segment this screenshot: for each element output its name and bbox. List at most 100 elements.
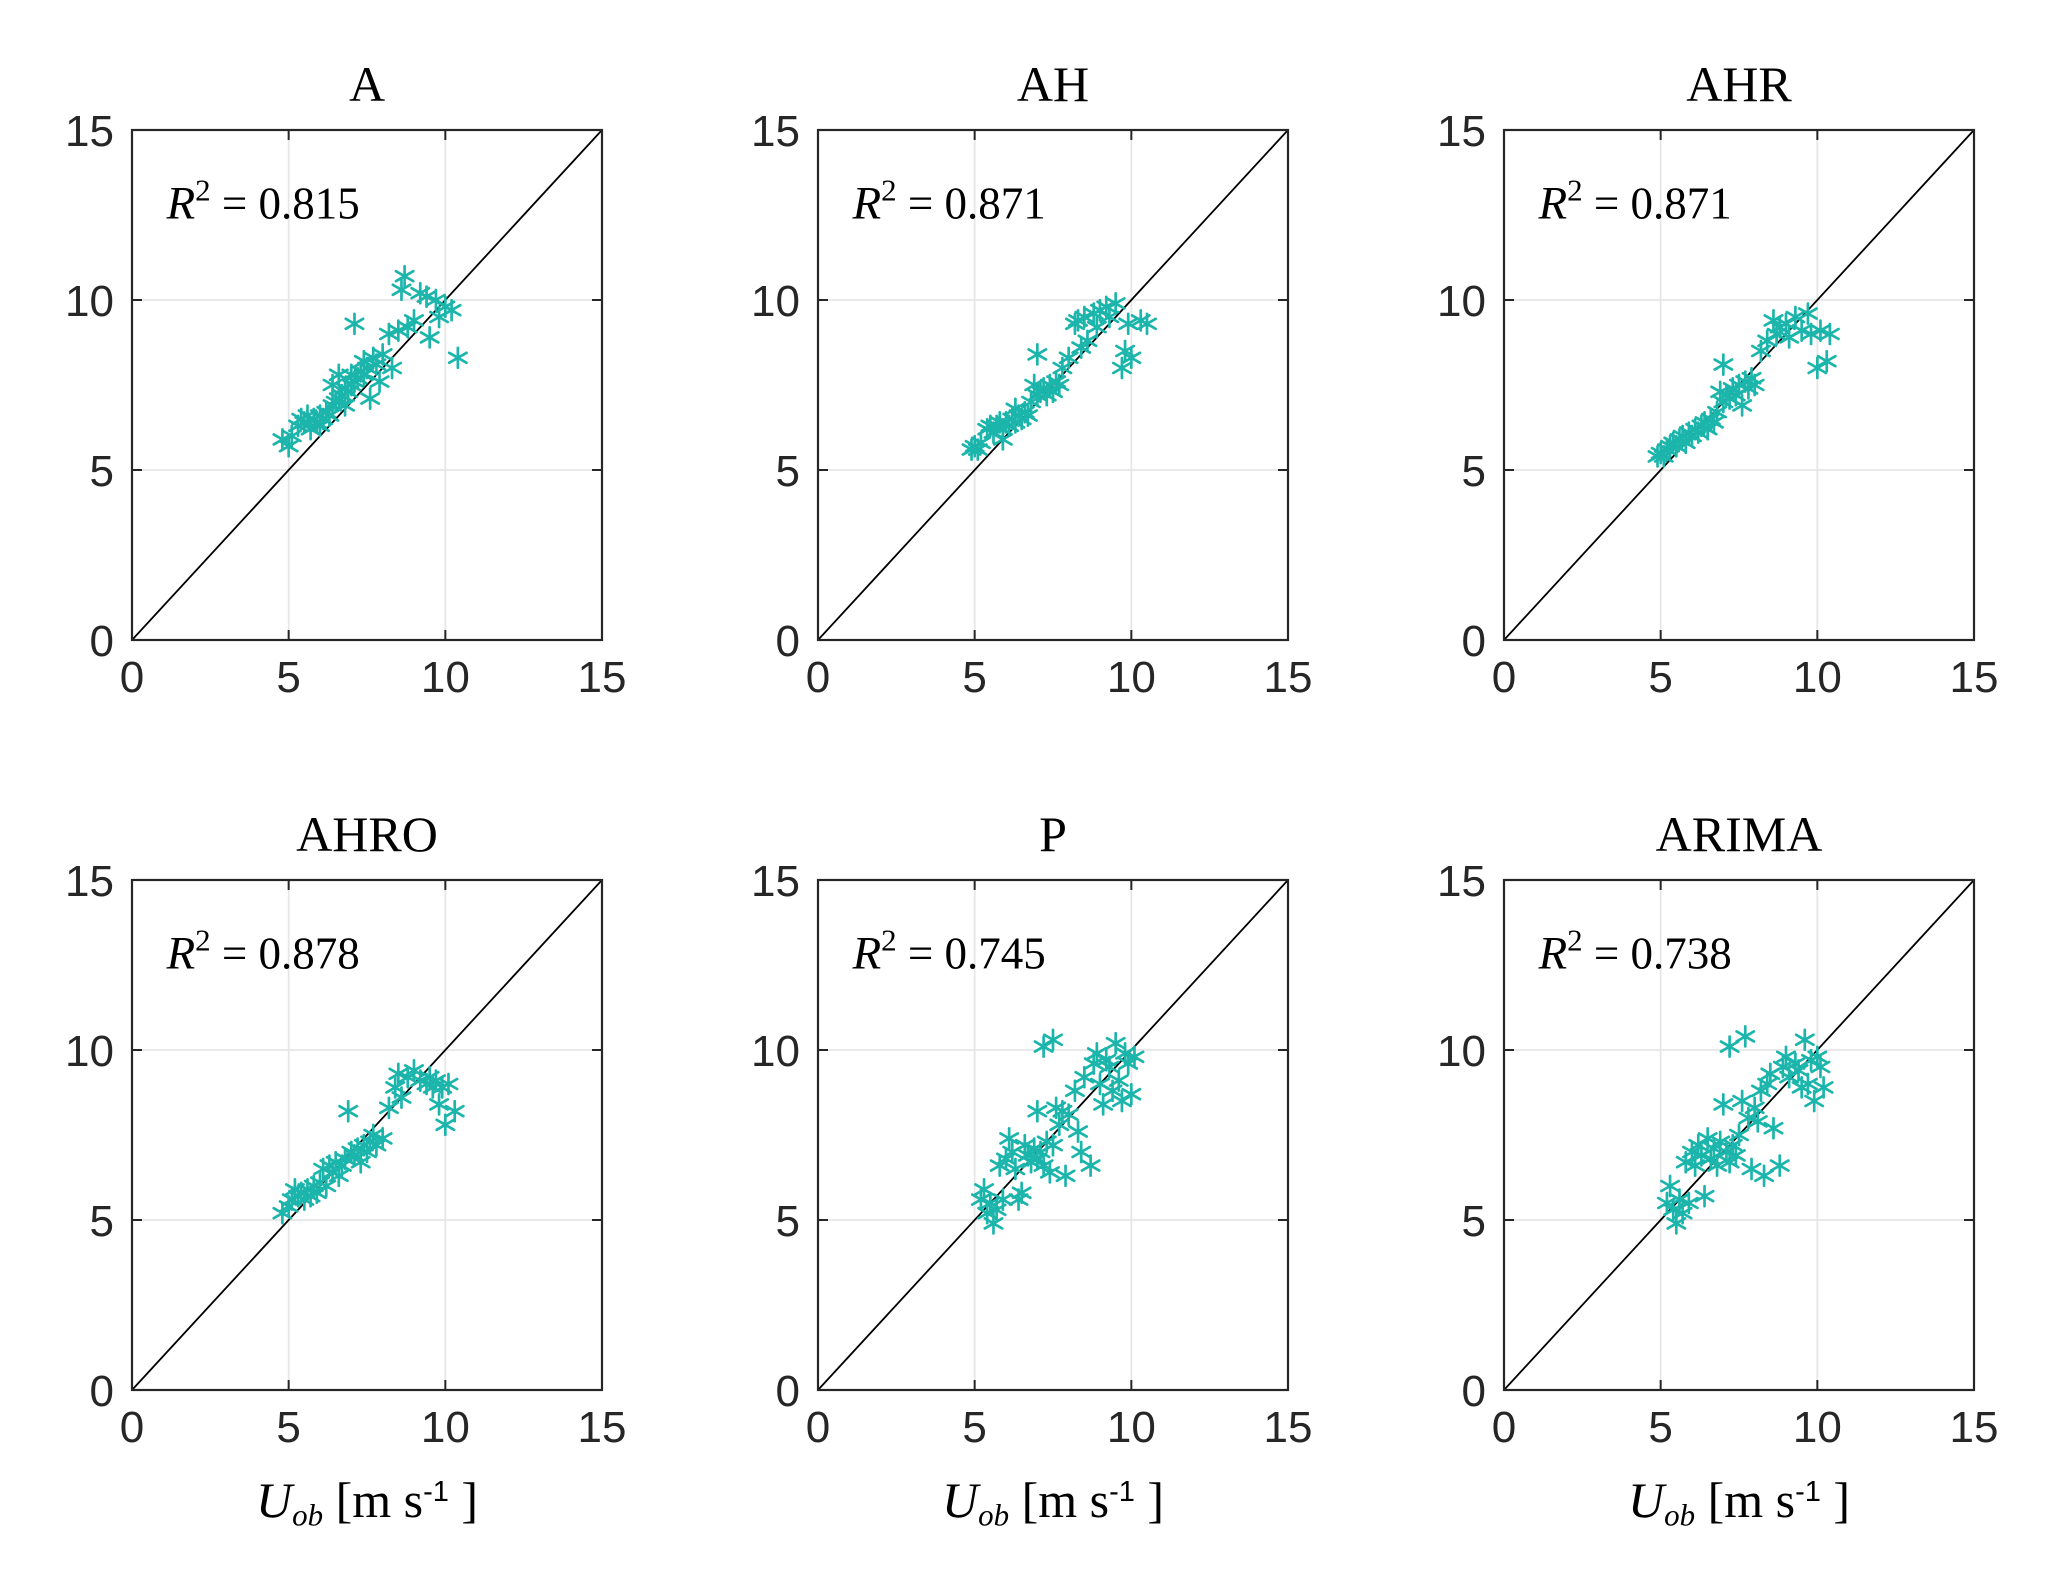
x-axis-subscript: ob	[978, 1497, 1010, 1533]
grid-lines	[132, 129, 602, 640]
axes-box	[816, 128, 1290, 642]
x-axis-subscript: ob	[292, 1497, 324, 1533]
tick-marks	[131, 128, 603, 641]
svg-text:10: 10	[751, 277, 800, 326]
svg-text:15: 15	[65, 865, 114, 906]
scatter-markers	[1647, 302, 1840, 468]
svg-text:15: 15	[1950, 653, 1999, 702]
svg-text:15: 15	[1437, 865, 1486, 906]
svg-text:10: 10	[751, 1027, 800, 1076]
x-axis-unit-close: ]	[1820, 1471, 1851, 1528]
x-axis-subscript: ob	[1664, 1497, 1696, 1533]
scatter-plot-ah: 0 5 10 15 0 5 10 15 R2 = 0.871	[751, 115, 1313, 702]
svg-text:10: 10	[1437, 277, 1486, 326]
svg-text:5: 5	[776, 447, 800, 496]
x-tick-labels: 0 5 10 15	[1492, 653, 1999, 702]
y-tick-labels: 0 5 10 15	[65, 115, 114, 666]
panel-title: A	[348, 55, 386, 112]
svg-text:0: 0	[1492, 653, 1516, 702]
scatter-markers	[1656, 1024, 1834, 1235]
svg-text:0: 0	[120, 653, 144, 702]
svg-text:0: 0	[776, 617, 800, 666]
y-tick-labels: 0 5 10 15	[1437, 115, 1486, 666]
svg-text:0: 0	[1462, 617, 1486, 666]
y-tick-labels: 0 5 10 15	[1437, 865, 1486, 1416]
x-axis-unit: [m s	[1009, 1471, 1110, 1528]
svg-text:15: 15	[578, 1403, 627, 1452]
plot-wrap: 0 5 10 15 0 5 10 15 R2 = 0.738	[1394, 865, 2044, 1465]
svg-text:10: 10	[65, 277, 114, 326]
svg-text:5: 5	[962, 653, 986, 702]
panel-p: P 0 5 10 15 0 5 10 15 R2 = 0.745 Uob [m s-1 ]	[708, 805, 1358, 1534]
r2-annotation: R2 = 0.878	[165, 922, 359, 979]
x-axis-unit-close: ]	[448, 1471, 479, 1528]
svg-text:5: 5	[276, 1403, 300, 1452]
svg-text:5: 5	[1462, 1197, 1486, 1246]
axes-box	[130, 128, 604, 642]
tick-marks	[1503, 878, 1975, 1391]
r2-annotation: R2 = 0.815	[165, 172, 359, 229]
identity-line	[131, 878, 603, 1391]
scatter-markers	[961, 291, 1158, 461]
svg-text:0: 0	[806, 1403, 830, 1452]
x-tick-labels: 0 5 10 15	[806, 1403, 1313, 1452]
r2-annotation: R2 = 0.871	[1537, 172, 1731, 229]
svg-text:15: 15	[1264, 1403, 1313, 1452]
svg-text:0: 0	[806, 653, 830, 702]
x-axis-unit-close: ]	[1134, 1471, 1165, 1528]
x-axis-unit-exponent: -1	[423, 1475, 449, 1508]
panel-ahr: AHR 0 5 10 15 0 5 10 15 R2 = 0.871	[1394, 55, 2044, 715]
svg-text:15: 15	[1950, 1403, 1999, 1452]
grid-lines	[1504, 129, 1974, 640]
scatter-plot-ahr: 0 5 10 15 0 5 10 15 R2 = 0.871	[1437, 115, 1999, 702]
svg-text:5: 5	[1648, 1403, 1672, 1452]
scatter-markers	[272, 1058, 465, 1225]
x-tick-labels: 0 5 10 15	[120, 1403, 627, 1452]
y-tick-labels: 0 5 10 15	[65, 865, 114, 1416]
plot-wrap: 0 5 10 15 0 5 10 15 R2 = 0.871	[708, 115, 1358, 715]
x-axis-label: Uob [m s-1 ]	[1414, 1471, 2064, 1534]
scatter-plot-p: 0 5 10 15 0 5 10 15 R2 = 0.745	[751, 865, 1313, 1452]
svg-text:10: 10	[1437, 1027, 1486, 1076]
svg-text:15: 15	[1437, 115, 1486, 156]
svg-text:15: 15	[751, 865, 800, 906]
svg-text:10: 10	[421, 1403, 470, 1452]
svg-text:0: 0	[1462, 1367, 1486, 1416]
x-axis-label: Uob [m s-1 ]	[42, 1471, 692, 1534]
svg-text:10: 10	[65, 1027, 114, 1076]
x-axis-unit-exponent: -1	[1109, 1475, 1135, 1508]
r2-annotation: R2 = 0.738	[1537, 922, 1731, 979]
tick-marks	[817, 128, 1289, 641]
r2-annotation: R2 = 0.871	[851, 172, 1045, 229]
y-tick-labels: 0 5 10 15	[751, 865, 800, 1416]
svg-text:5: 5	[1648, 653, 1672, 702]
panel-title: ARIMA	[1655, 805, 1823, 862]
panel-title: AHRO	[296, 805, 438, 862]
x-tick-labels: 0 5 10 15	[1492, 1403, 1999, 1452]
svg-text:10: 10	[1793, 653, 1842, 702]
axes-box	[1502, 878, 1976, 1391]
x-axis-label: Uob [m s-1 ]	[728, 1471, 1378, 1534]
x-axis-variable: U	[1627, 1471, 1665, 1528]
svg-text:0: 0	[90, 617, 114, 666]
r2-annotation: R2 = 0.745	[851, 922, 1045, 979]
x-axis-unit-exponent: -1	[1795, 1475, 1821, 1508]
scatter-plot-ahro: 0 5 10 15 0 5 10 15 R2 = 0.878	[65, 865, 627, 1452]
svg-text:0: 0	[776, 1367, 800, 1416]
panel-title: AHR	[1686, 55, 1792, 112]
x-tick-labels: 0 5 10 15	[806, 653, 1313, 702]
grid-lines	[1504, 879, 1974, 1390]
scatter-markers	[970, 1028, 1145, 1235]
panel-title: P	[1039, 805, 1067, 862]
scatter-plot-a: 0 5 10 15 0 5 10 15 R2 = 0.815	[65, 115, 627, 702]
svg-text:10: 10	[1107, 1403, 1156, 1452]
svg-text:10: 10	[1793, 1403, 1842, 1452]
svg-text:0: 0	[1492, 1403, 1516, 1452]
svg-text:5: 5	[90, 1197, 114, 1246]
x-tick-labels: 0 5 10 15	[120, 653, 627, 702]
svg-text:5: 5	[1462, 447, 1486, 496]
panel-ah: AH 0 5 10 15 0 5 10 15 R2 = 0.871	[708, 55, 1358, 715]
